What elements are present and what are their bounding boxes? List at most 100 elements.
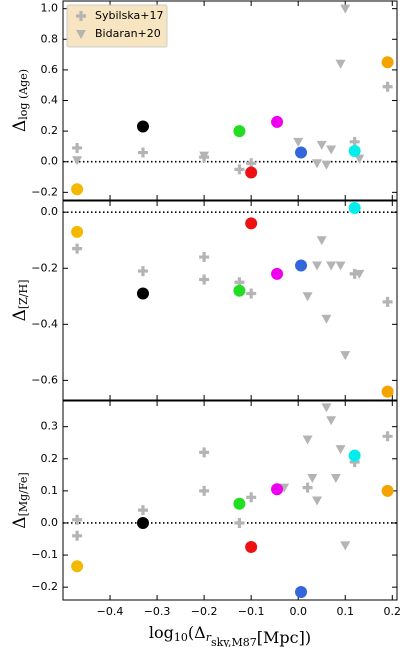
- y-tick-label: −0.4: [31, 317, 58, 330]
- x-tick-label: 0.1: [337, 605, 355, 618]
- data-point: [321, 160, 332, 170]
- x-tick-label: 0.2: [384, 605, 400, 618]
- y-tick-label: 0.2: [41, 452, 59, 465]
- data-point: [302, 435, 313, 445]
- x-axis-label-part: sky,M87: [211, 636, 257, 647]
- data-point: [199, 252, 210, 263]
- y-tick-label: −0.2: [31, 185, 58, 198]
- data-point: [71, 225, 84, 238]
- y-tick-label: 0.8: [41, 32, 59, 45]
- data-point: [381, 484, 394, 497]
- y-tick-label: −0.6: [31, 373, 58, 386]
- data-point: [382, 81, 393, 92]
- data-point: [233, 125, 246, 138]
- data-point: [302, 482, 313, 493]
- data-point: [321, 314, 332, 324]
- data-point: [326, 145, 337, 155]
- data-point: [316, 140, 327, 150]
- data-point: [72, 514, 83, 525]
- data-point: [295, 259, 308, 272]
- legend-marker: [76, 30, 86, 39]
- data-point: [321, 403, 332, 413]
- data-point: [326, 261, 337, 271]
- y-tick-label: −0.1: [31, 548, 58, 561]
- plot-frame: [62, 200, 398, 401]
- x-axis-label-part: (Δ: [188, 623, 206, 642]
- data-point: [302, 292, 313, 302]
- y-axis-label-main: Δ: [10, 309, 30, 321]
- data-point: [349, 456, 360, 467]
- data-point: [340, 541, 351, 551]
- data-point: [233, 284, 246, 297]
- data-point: [312, 261, 323, 271]
- data-point: [312, 159, 323, 169]
- y-tick-label: −0.2: [31, 261, 58, 274]
- data-point: [234, 277, 245, 288]
- x-tick-label: 0.0: [289, 605, 307, 618]
- y-tick-label: 0.0: [41, 516, 59, 529]
- y-tick-label: 0.4: [41, 94, 59, 107]
- data-point: [381, 56, 394, 69]
- data-point: [330, 474, 341, 484]
- data-point: [348, 449, 361, 462]
- y-axis-label: Δlog (Age): [10, 69, 31, 132]
- x-tick-label: −0.1: [238, 605, 265, 618]
- data-point: [335, 59, 346, 69]
- data-point: [199, 447, 210, 458]
- x-axis-label: log10(Δrsky,M87[Mpc]): [149, 623, 311, 647]
- data-point: [382, 431, 393, 442]
- data-point: [326, 416, 337, 426]
- data-point: [271, 483, 284, 496]
- data-point: [137, 505, 148, 516]
- data-point: [246, 492, 257, 503]
- legend-label: Sybilska+17: [95, 9, 163, 22]
- data-point: [72, 530, 83, 541]
- data-point: [137, 147, 148, 158]
- y-axis-label-sub: log (Age): [17, 69, 30, 120]
- y-axis-label-sub: [Z/H]: [17, 280, 30, 310]
- data-point: [137, 266, 148, 277]
- data-point: [234, 164, 245, 175]
- data-point: [72, 142, 83, 153]
- data-point: [295, 585, 308, 598]
- data-point: [382, 296, 393, 307]
- data-point: [136, 287, 149, 300]
- data-point: [349, 268, 360, 279]
- data-point: [348, 202, 361, 215]
- data-point: [246, 158, 257, 169]
- data-point: [136, 120, 149, 133]
- x-axis-label-part: 10: [174, 631, 188, 644]
- data-point: [71, 183, 84, 196]
- data-point: [234, 517, 245, 528]
- data-point: [349, 136, 360, 147]
- x-tick-label: −0.4: [97, 605, 124, 618]
- data-point: [354, 154, 365, 164]
- data-point: [199, 151, 210, 161]
- y-axis-label: Δ[Mg/Fe]: [10, 472, 31, 528]
- data-point: [245, 166, 258, 179]
- legend-label: Bidaran+20: [95, 27, 161, 40]
- y-tick-label: 0.0: [41, 155, 59, 168]
- data-point: [381, 385, 394, 398]
- data-point: [199, 485, 210, 496]
- plot-frame: [62, 400, 398, 601]
- data-point: [335, 261, 346, 271]
- data-point: [71, 560, 84, 573]
- data-point: [348, 145, 361, 158]
- data-point: [307, 474, 318, 484]
- data-point: [72, 243, 83, 254]
- data-point: [246, 288, 257, 299]
- data-point: [340, 4, 351, 14]
- data-point: [199, 274, 210, 285]
- data-point: [335, 445, 346, 455]
- x-tick-label: −0.2: [191, 605, 218, 618]
- x-axis-label-part: log: [149, 623, 174, 642]
- y-tick-label: 0.1: [41, 484, 59, 497]
- data-point: [271, 267, 284, 280]
- data-point: [271, 115, 284, 128]
- x-axis-label-part: r: [206, 631, 212, 644]
- data-point: [316, 236, 327, 246]
- data-point: [354, 269, 365, 279]
- y-tick-label: 1.0: [41, 2, 59, 15]
